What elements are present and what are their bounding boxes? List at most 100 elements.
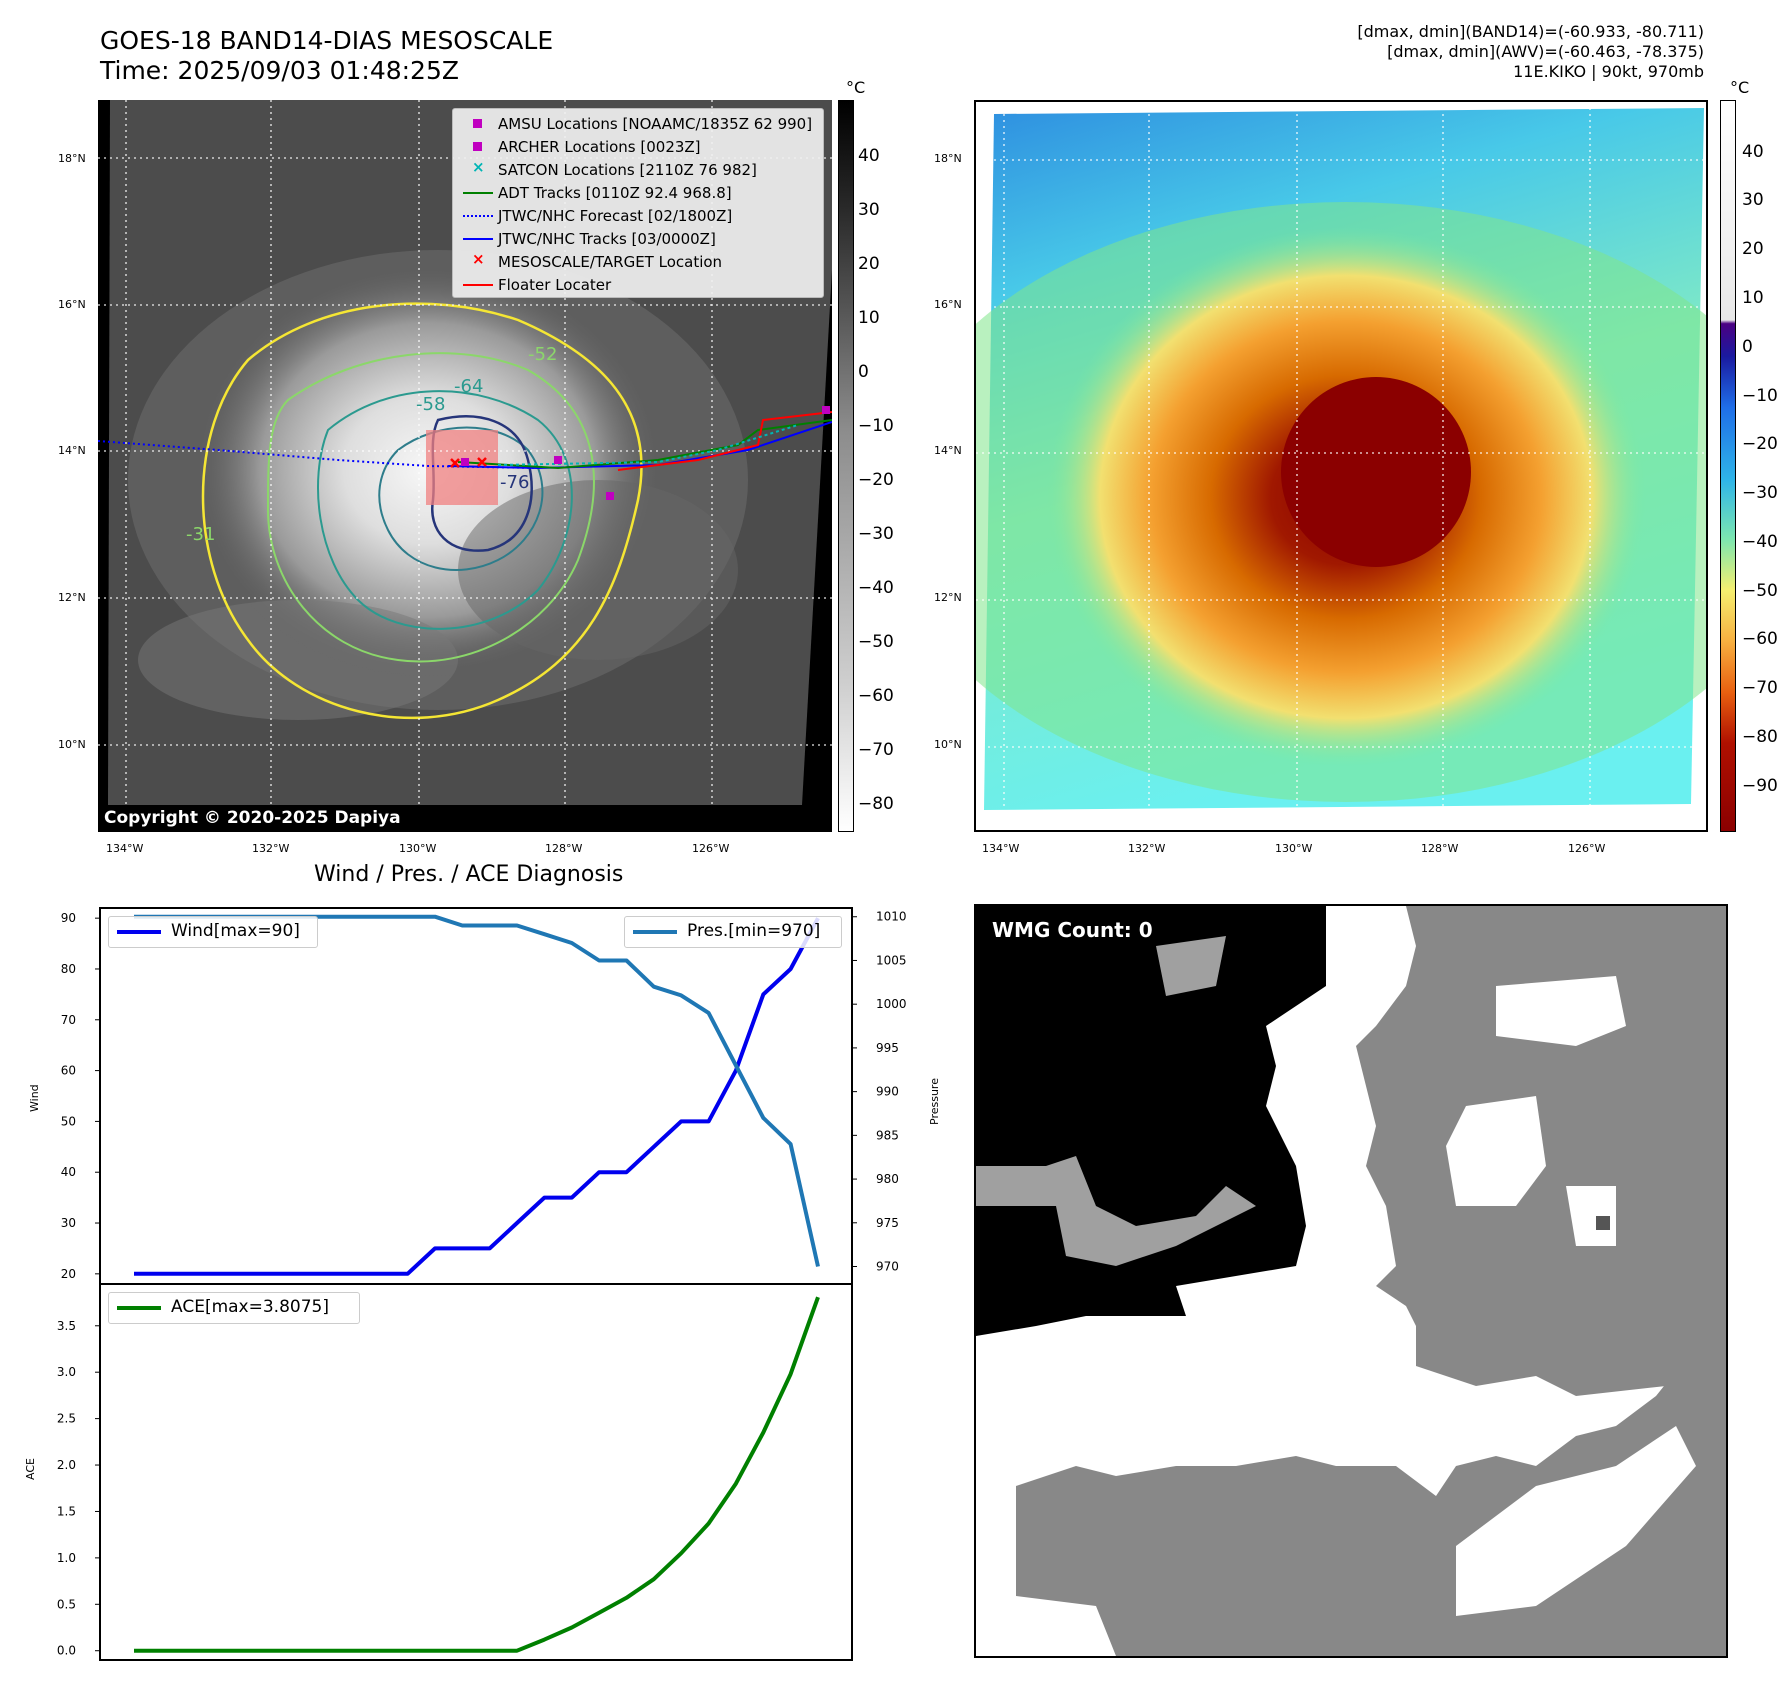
ace-axis-label: ACE [24,1458,37,1480]
lat-tick: 12°N [58,591,86,604]
title-line-2: Time: 2025/09/03 01:48:25Z [100,56,459,85]
wmg-mask-image [976,906,1726,1656]
pressure-legend: Pres.[min=970] [624,916,842,948]
wmg-panel [974,904,1728,1658]
lat-tick: 12°N [934,591,962,604]
awv-colorbar [1720,100,1736,832]
colorbar-tick: −50 [858,632,894,652]
contour-label: -52 [528,344,557,365]
pressure-tick-label: 985 [876,1128,899,1142]
wind-tick-label: 70 [61,1013,76,1027]
lat-tick: 10°N [934,738,962,751]
line-icon [117,1306,161,1310]
colorbar-tick: 40 [858,146,880,166]
pressure-tick-label: 1010 [876,910,907,924]
ace-tick-label: 1.5 [57,1504,76,1518]
colorbar-tick: −50 [1742,581,1778,601]
wind-tick-label: 60 [61,1064,76,1078]
lon-tick: 126°W [692,842,730,855]
colorbar-tick: 20 [1742,239,1764,259]
lon-tick: 130°W [399,842,437,855]
lat-tick: 10°N [58,738,86,751]
wind-tick-label: 20 [61,1267,76,1281]
lon-tick: 134°W [106,842,144,855]
lon-tick: 132°W [1128,842,1166,855]
contour-label: -76 [500,472,529,493]
line-icon [117,930,161,934]
ace-tick-label: 0.0 [57,1644,76,1658]
pressure-tick-label: 980 [876,1172,899,1186]
wind-axis-label: Wind [28,1084,41,1112]
title-line-1: GOES-18 BAND14-DIAS MESOSCALE [100,26,554,55]
colorbar-tick: −60 [858,686,894,706]
diagnosis-title: Wind / Pres. / ACE Diagnosis [314,862,624,887]
lon-tick: 126°W [1568,842,1606,855]
colorbar-tick: 10 [858,308,880,328]
lat-tick: 16°N [934,298,962,311]
colorbar-tick: −10 [1742,386,1778,406]
ace-tick-label: 2.0 [57,1458,76,1472]
awv-map-image [886,102,1792,830]
copyright: Copyright © 2020-2025 Dapiya [100,806,405,830]
square-marker-icon [473,119,482,128]
x-marker-icon: × [472,158,485,176]
line-icon [463,192,493,194]
line-icon [633,930,677,934]
stats-band14: [dmax, dmin](BAND14)=(-60.933, -80.711) [1357,22,1704,41]
figure-title: GOES-18 BAND14-DIAS MESOSCALE Time: 2025… [100,26,553,86]
pressure-tick-label: 995 [876,1041,899,1055]
dotted-line-icon [463,215,493,217]
wind-tick-label: 40 [61,1165,76,1179]
lon-tick: 128°W [545,842,583,855]
lat-tick: 18°N [58,152,86,165]
wind-legend: Wind[max=90] [108,916,318,948]
colorbar-tick: −40 [858,578,894,598]
pressure-axis-label: Pressure [928,1078,941,1125]
lat-tick: 16°N [58,298,86,311]
lon-tick: 130°W [1275,842,1313,855]
x-marker-icon: × [472,250,485,268]
lon-tick: 132°W [252,842,290,855]
colorbar-tick: 20 [858,254,880,274]
ace-tick-label: 3.0 [57,1365,76,1379]
wind-tick-label: 30 [61,1216,76,1230]
pressure-tick-label: 1000 [876,997,907,1011]
colorbar-tick: −10 [858,416,894,436]
wind-tick-label: 50 [61,1114,76,1128]
diagnosis-chart: 90 80 70 60 50 40 30 20 1010 1005 1000 995 990 985 98… [57,907,907,1661]
ir-map-panel: -64 -58 -52 -76 -31 AMSU Locations [NOAA… [97,100,833,832]
wmg-count-label: WMG Count: 0 [986,916,1159,944]
colorbar-unit: °C [846,78,866,97]
stats-storm: 11E.KIKO | 90kt, 970mb [1513,62,1704,81]
lon-tick: 134°W [982,842,1020,855]
awv-map-panel [886,100,1792,832]
colorbar-tick: −30 [858,524,894,544]
stats-block: [dmax, dmin](BAND14)=(-60.933, -80.711) … [1357,22,1704,82]
contour-label: -64 [454,376,483,397]
line-dot-icon [463,238,493,240]
ace-tick-label: 2.5 [57,1412,76,1426]
lat-tick: 14°N [934,444,962,457]
colorbar-tick: −60 [1742,629,1778,649]
colorbar-unit: °C [1730,78,1750,97]
ace-tick-label: 3.5 [57,1319,76,1333]
colorbar-tick: −80 [1742,727,1778,747]
colorbar-tick: −90 [1742,776,1778,796]
ace-tick-label: 0.5 [57,1597,76,1611]
colorbar-tick: −20 [858,470,894,490]
lat-tick: 14°N [58,444,86,457]
square-marker-icon [473,142,482,151]
colorbar-tick: −70 [1742,678,1778,698]
series-line-wind [134,917,820,1276]
pressure-tick-label: 990 [876,1085,899,1099]
gray-colorbar [838,100,854,832]
contour-label: -58 [416,394,445,415]
colorbar-tick: 30 [1742,190,1764,210]
contour-label: -31 [186,524,215,545]
pressure-tick-label: 1005 [876,953,907,967]
lon-tick: 128°W [1421,842,1459,855]
stats-awv: [dmax, dmin](AWV)=(-60.463, -78.375) [1387,42,1704,61]
colorbar-tick: −40 [1742,532,1778,552]
series-line-pressure [134,914,820,1267]
lat-tick: 18°N [934,152,962,165]
